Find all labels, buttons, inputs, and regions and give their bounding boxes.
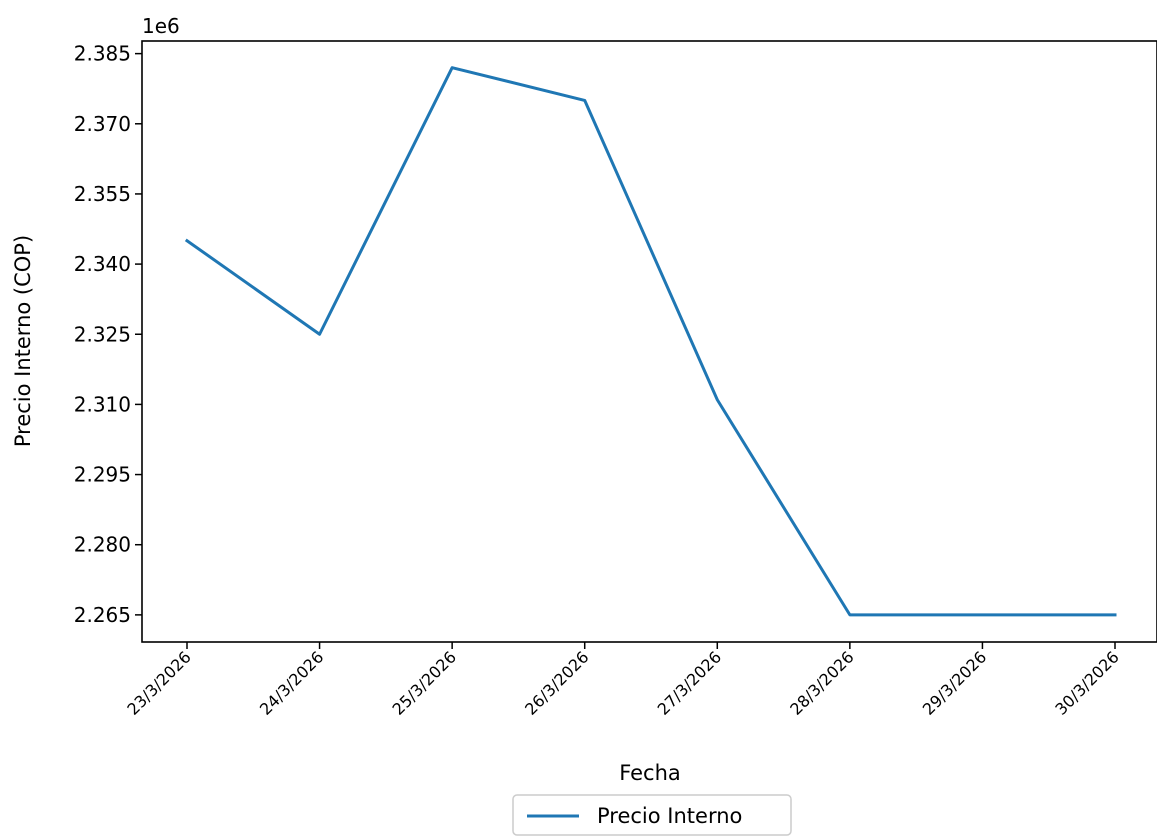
y-tick-label: 2.325 <box>74 322 131 346</box>
y-tick-label: 2.310 <box>74 392 131 416</box>
y-offset-text: 1e6 <box>142 14 180 38</box>
y-tick-label: 2.265 <box>74 603 131 627</box>
y-axis: 2.265 2.280 2.295 2.310 2.325 2.340 2.355 2.370… <box>74 42 142 627</box>
x-axis-label: Fecha <box>619 761 681 785</box>
y-tick-label: 2.280 <box>74 533 131 557</box>
legend-label: Precio Interno <box>597 804 742 828</box>
legend: Precio Interno <box>512 794 792 836</box>
y-tick-label: 2.370 <box>74 112 131 136</box>
axes-frame <box>141 40 1157 643</box>
legend-box <box>512 794 792 836</box>
y-axis-label: Precio Interno (COP) <box>11 235 35 447</box>
y-tick-label: 2.340 <box>74 252 131 276</box>
series-line-0 <box>184 66 1117 617</box>
y-tick-label: 2.355 <box>74 182 131 206</box>
plot-area <box>141 40 1157 643</box>
y-tick-label: 2.385 <box>74 42 131 66</box>
y-tick-label: 2.295 <box>74 463 131 487</box>
